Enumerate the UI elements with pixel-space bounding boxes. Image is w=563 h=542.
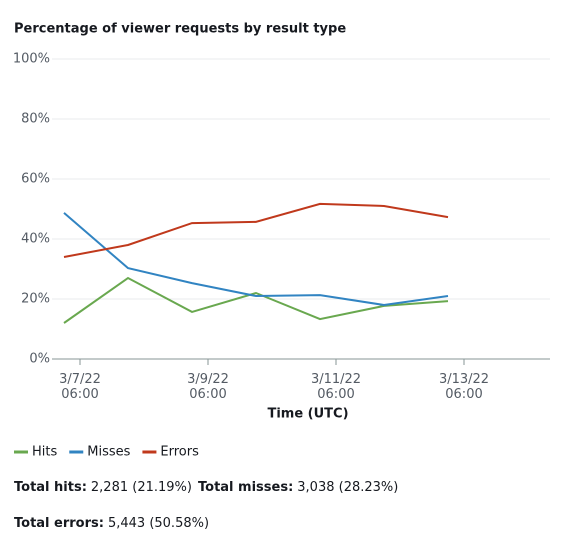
x-axis-label: Time (UTC) (267, 407, 348, 422)
x-tick-label: 3/13/22 06:00 (439, 372, 489, 402)
y-tick-label: 80% (21, 112, 50, 127)
y-tick-label: 100% (13, 52, 50, 67)
legend-label: Hits (32, 445, 57, 460)
series-line (63, 276, 449, 324)
y-tick-label: 0% (29, 352, 50, 367)
legend-item: Hits (14, 445, 57, 460)
x-tick-label: 3/9/22 06:00 (187, 372, 229, 402)
stat: Total hits: 2,281 (21.19%) (14, 480, 192, 495)
y-tick-label: 60% (21, 172, 50, 187)
chart-title: Percentage of viewer requests by result … (14, 22, 346, 37)
stat-value: 2,281 (21.19%) (91, 480, 192, 495)
legend-item: Errors (142, 445, 199, 460)
x-tick-label: 3/11/22 06:00 (311, 372, 361, 402)
legend-label: Errors (160, 445, 199, 460)
series-line (63, 202, 449, 258)
stat: Total misses: 3,038 (28.23%) (198, 480, 398, 495)
y-tick-label: 40% (21, 232, 50, 247)
y-tick-label: 20% (21, 292, 50, 307)
series-line (63, 212, 449, 307)
stat-value: 5,443 (50.58%) (108, 516, 209, 531)
legend-item: Misses (69, 445, 131, 460)
stat-label: Total misses: (198, 480, 293, 495)
stat-label: Total errors: (14, 516, 104, 531)
stat-label: Total hits: (14, 480, 87, 495)
x-tick-label: 3/7/22 06:00 (59, 372, 101, 402)
stat-value: 3,038 (28.23%) (297, 480, 398, 495)
legend-label: Misses (87, 445, 130, 460)
stat: Total errors: 5,443 (50.58%) (14, 516, 209, 531)
